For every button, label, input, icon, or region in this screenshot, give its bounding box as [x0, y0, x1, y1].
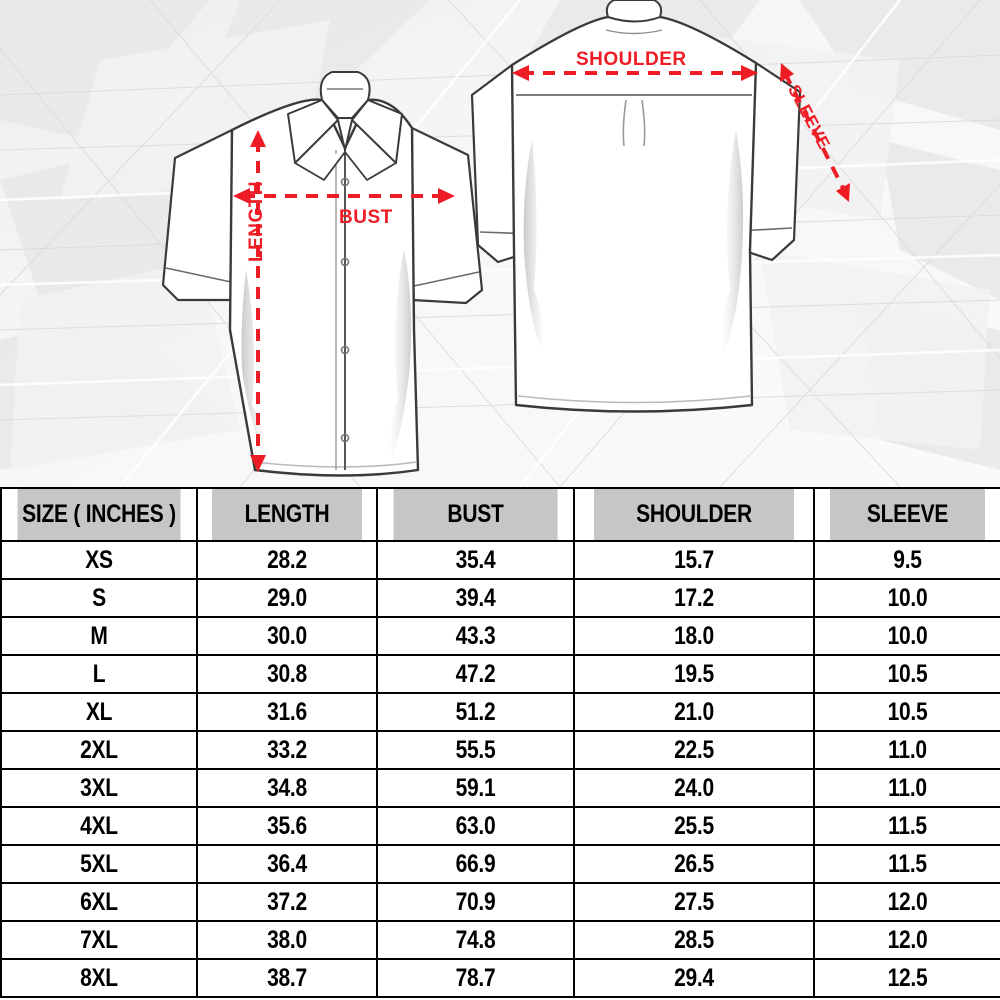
table-row: 6XL 37.2 70.9 27.5 12.0 [1, 882, 1000, 922]
bust-cell: 66.9 [391, 844, 560, 884]
bust-cell: 39.4 [391, 578, 560, 618]
bust-cell: 47.2 [391, 654, 560, 694]
table-row: 2XL 33.2 55.5 22.5 11.0 [1, 730, 1000, 770]
sleeve-cell: 10.0 [828, 616, 987, 656]
size-cell: XL [15, 692, 183, 732]
shoulder-cell: 24.0 [592, 768, 796, 808]
shoulder-label: SHOULDER [576, 49, 687, 70]
table-body: XS 28.2 35.4 15.7 9.5 S 29.0 39.4 17.2 10.0 M 30.0 4… [1, 540, 1000, 998]
length-cell: 37.2 [210, 882, 364, 922]
sleeve-cell: 10.5 [828, 654, 987, 694]
size-cell: 5XL [15, 844, 183, 884]
sleeve-cell: 11.5 [828, 806, 987, 846]
sleeve-cell: 11.0 [828, 730, 987, 770]
shoulder-cell: 21.0 [592, 692, 796, 732]
length-label: LENGTH [246, 180, 267, 262]
bust-cell: 78.7 [391, 958, 560, 998]
size-chart-table: SIZE ( INCHES ) LENGTH BUST SHOULDER SLE… [0, 487, 1000, 998]
bust-cell: 51.2 [391, 692, 560, 732]
shirt-front-view [161, 71, 484, 477]
shoulder-cell: 27.5 [592, 882, 796, 922]
shirt-buttons [340, 177, 350, 443]
sleeve-cell: 11.5 [828, 844, 987, 884]
sleeve-cell: 12.5 [828, 958, 987, 998]
bust-cell: 74.8 [391, 920, 560, 960]
sleeve-cell: 10.0 [828, 578, 987, 618]
bust-cell: 70.9 [391, 882, 560, 922]
length-cell: 29.0 [210, 578, 364, 618]
shoulder-cell: 22.5 [592, 730, 796, 770]
sleeve-cell: 12.0 [828, 920, 987, 960]
table-row: S 29.0 39.4 17.2 10.0 [1, 578, 1000, 618]
bust-cell: 35.4 [391, 540, 560, 580]
shoulder-cell: 29.4 [592, 958, 796, 998]
column-header-size: SIZE ( INCHES ) [15, 487, 183, 542]
column-header-bust: BUST [391, 487, 560, 542]
length-cell: 28.2 [210, 540, 364, 580]
shoulder-cell: 19.5 [592, 654, 796, 694]
shirt-back-view [470, 0, 802, 413]
bust-cell: 59.1 [391, 768, 560, 808]
length-cell: 30.0 [210, 616, 364, 656]
table-header-row: SIZE ( INCHES ) LENGTH BUST SHOULDER SLE… [1, 487, 1000, 542]
sleeve-cell: 11.0 [828, 768, 987, 808]
table-row: L 30.8 47.2 19.5 10.5 [1, 654, 1000, 694]
shoulder-cell: 18.0 [592, 616, 796, 656]
size-cell: 7XL [15, 920, 183, 960]
length-cell: 38.0 [210, 920, 364, 960]
bust-label: BUST [339, 207, 393, 228]
bust-cell: 55.5 [391, 730, 560, 770]
sleeve-arrow-line [783, 72, 847, 193]
column-header-length: LENGTH [210, 487, 364, 542]
shoulder-cell: 26.5 [592, 844, 796, 884]
length-cell: 36.4 [210, 844, 364, 884]
length-cell: 33.2 [210, 730, 364, 770]
shoulder-cell: 15.7 [592, 540, 796, 580]
size-cell: L [15, 654, 183, 694]
table-row: XS 28.2 35.4 15.7 9.5 [1, 540, 1000, 580]
size-cell: 3XL [15, 768, 183, 808]
size-cell: XS [15, 540, 183, 580]
table-row: 4XL 35.6 63.0 25.5 11.5 [1, 806, 1000, 846]
size-cell: 4XL [15, 806, 183, 846]
shoulder-cell: 25.5 [592, 806, 796, 846]
length-cell: 31.6 [210, 692, 364, 732]
length-cell: 38.7 [210, 958, 364, 998]
sleeve-cell: 10.5 [828, 692, 987, 732]
length-cell: 34.8 [210, 768, 364, 808]
column-header-shoulder: SHOULDER [592, 487, 796, 542]
shoulder-cell: 28.5 [592, 920, 796, 960]
shoulder-cell: 17.2 [592, 578, 796, 618]
table-row: 8XL 38.7 78.7 29.4 12.5 [1, 958, 1000, 998]
sleeve-cell: 12.0 [828, 882, 987, 922]
bust-cell: 63.0 [391, 806, 560, 846]
size-cell: 6XL [15, 882, 183, 922]
table-row: M 30.0 43.3 18.0 10.0 [1, 616, 1000, 656]
table-row: XL 31.6 51.2 21.0 10.5 [1, 692, 1000, 732]
shirt-illustration-panel: BUST LENGTH SHOULDER SLEEVE [0, 0, 1000, 487]
size-cell: S [15, 578, 183, 618]
length-cell: 30.8 [210, 654, 364, 694]
measurement-arrows [243, 71, 847, 462]
sleeve-cell: 9.5 [828, 540, 987, 580]
size-cell: 8XL [15, 958, 183, 998]
size-cell: 2XL [15, 730, 183, 770]
size-cell: M [15, 616, 183, 656]
length-cell: 35.6 [210, 806, 364, 846]
shirts-drawing [161, 0, 850, 477]
bust-cell: 43.3 [391, 616, 560, 656]
column-header-sleeve: SLEEVE [828, 487, 987, 542]
table-row: 5XL 36.4 66.9 26.5 11.5 [1, 844, 1000, 884]
table-row: 3XL 34.8 59.1 24.0 11.0 [1, 768, 1000, 808]
measurement-arrowheads [233, 63, 850, 472]
table-row: 7XL 38.0 74.8 28.5 12.0 [1, 920, 1000, 960]
